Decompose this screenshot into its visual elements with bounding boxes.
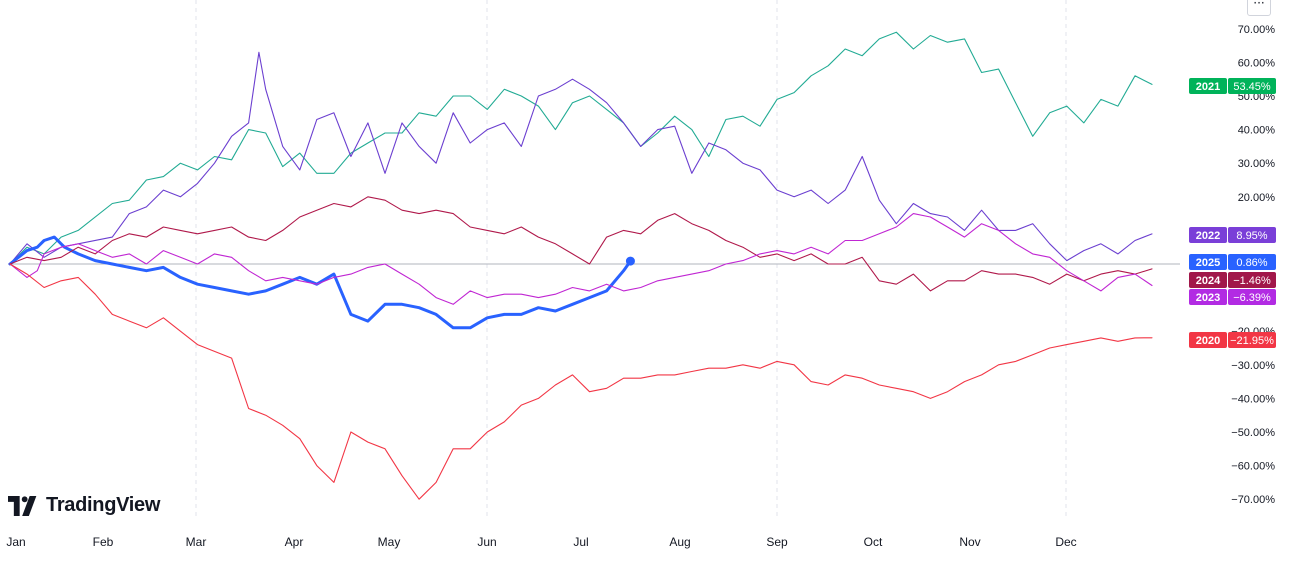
tradingview-logo-text: TradingView [46, 494, 161, 516]
value-badge-2023: 2023 −6.39% [1189, 289, 1276, 305]
badge-year: 2023 [1196, 292, 1220, 304]
y-tick-label: 70.00% [1238, 24, 1276, 36]
series-line-2023 [9, 213, 1153, 305]
series-line-2024 [9, 196, 1153, 292]
badge-year: 2024 [1196, 275, 1221, 287]
x-tick-label: Aug [669, 535, 690, 549]
value-badge-2024: 2024 −1.46% [1189, 272, 1276, 288]
badge-value: 0.86% [1236, 257, 1267, 269]
x-tick-label: Sep [766, 535, 788, 549]
badge-value: −1.46% [1233, 275, 1271, 287]
x-tick-label: Apr [285, 535, 304, 549]
y-tick-label: 60.00% [1238, 57, 1276, 69]
x-tick-label: Nov [959, 535, 980, 549]
badge-value: −6.39% [1233, 292, 1271, 304]
tradingview-logo: TradingView [8, 494, 160, 517]
badge-year: 2020 [1196, 335, 1220, 347]
y-tick-label: −50.00% [1231, 427, 1275, 439]
x-tick-label: Jul [573, 535, 588, 549]
y-tick-label: −30.00% [1231, 360, 1275, 372]
series-line-2022 [9, 51, 1153, 265]
value-badge-2022: 2022 8.95% [1189, 227, 1276, 243]
x-tick-label: Oct [864, 535, 883, 549]
badge-value: 8.95% [1236, 230, 1267, 242]
series-endpoint-2025 [625, 256, 635, 266]
tradingview-logo-icon [8, 495, 37, 516]
x-tick-label: Mar [186, 535, 207, 549]
x-tick-label: Feb [93, 535, 114, 549]
y-tick-label: −40.00% [1231, 393, 1275, 405]
badge-value: −21.95% [1230, 335, 1274, 347]
y-tick-label: 20.00% [1238, 192, 1276, 204]
x-tick-label: Jan [6, 535, 25, 549]
x-tick-label: Jun [477, 535, 496, 549]
chart-menu-button[interactable]: ··· [1247, 0, 1271, 16]
value-badge-2025: 2025 0.86% [1189, 254, 1276, 270]
badge-year: 2021 [1196, 81, 1220, 93]
series-line-2020 [9, 263, 1153, 500]
badge-value: 53.45% [1233, 81, 1271, 93]
y-tick-label: 30.00% [1238, 158, 1276, 170]
y-tick-label: 40.00% [1238, 125, 1276, 137]
x-tick-label: May [378, 535, 401, 549]
y-tick-label: −60.00% [1231, 461, 1275, 473]
value-badge-2020: 2020 −21.95% [1189, 332, 1276, 348]
value-badge-2021: 2021 53.45% [1189, 78, 1276, 94]
y-tick-label: −70.00% [1231, 494, 1275, 506]
x-tick-label: Dec [1055, 535, 1076, 549]
badge-year: 2025 [1196, 257, 1220, 269]
badge-year: 2022 [1196, 230, 1220, 242]
series-line-2021 [9, 31, 1153, 265]
series-line-2025 [8, 235, 632, 330]
